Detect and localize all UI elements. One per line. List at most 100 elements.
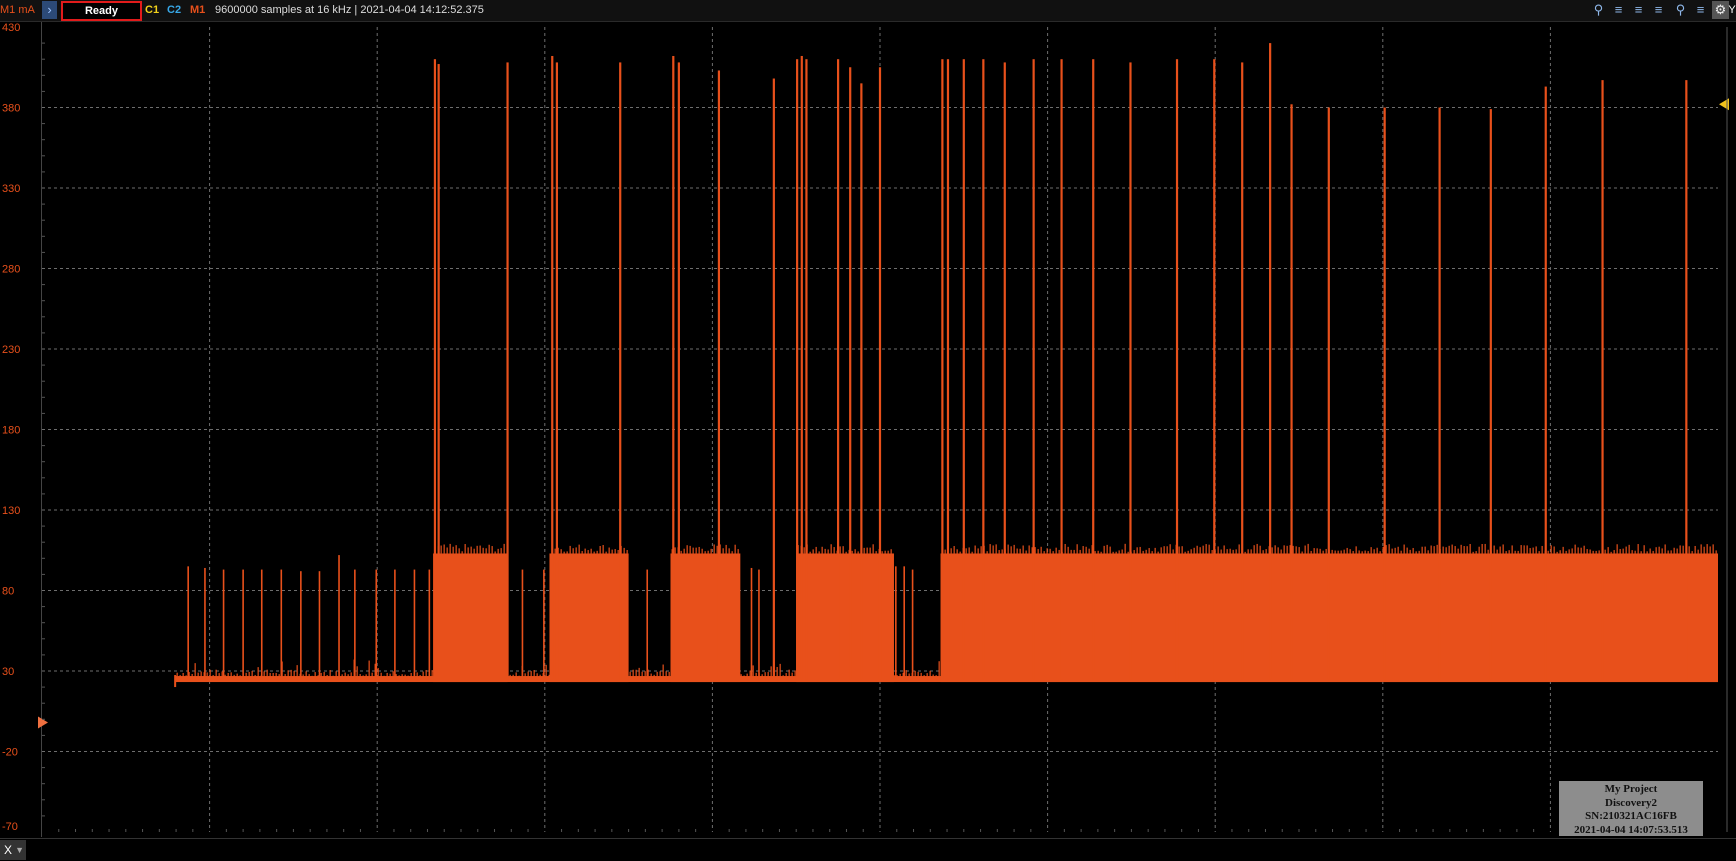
current-spike: [1544, 86, 1547, 680]
current-spike: [1175, 59, 1179, 680]
trace-start-edge: [174, 675, 177, 688]
current-spike: [354, 569, 356, 680]
y-tick-label: 330: [2, 183, 20, 195]
current-spike: [1601, 80, 1604, 680]
y-tick-label: 280: [2, 264, 20, 276]
right-scroll-strip[interactable]: [1720, 22, 1736, 837]
current-spike: [555, 62, 559, 680]
current-spike: [551, 55, 554, 680]
x-axis-bar: [0, 838, 1736, 861]
current-spike: [437, 64, 440, 680]
current-spike: [677, 62, 680, 680]
current-spike: [805, 59, 808, 680]
x-button-label: X: [4, 843, 13, 857]
y-tick-label: -20: [2, 747, 18, 759]
x-axis-menu-button[interactable]: X ▼: [0, 840, 26, 860]
y-tick-label: 30: [2, 666, 14, 678]
current-spike: [1003, 62, 1006, 680]
y-axis-menu-icon[interactable]: Y: [1728, 4, 1736, 16]
current-spike: [1290, 104, 1293, 680]
current-spike: [1327, 107, 1330, 680]
current-spike: [338, 555, 340, 680]
current-spike: [204, 567, 206, 680]
activity-block: [433, 553, 508, 683]
channel-offset-marker: [38, 716, 48, 729]
current-spike: [717, 70, 721, 680]
current-spike: [413, 569, 416, 680]
current-spike: [433, 59, 437, 680]
current-spike: [1269, 43, 1272, 680]
current-spike: [543, 569, 545, 680]
y-tick-label: 380: [2, 103, 20, 115]
current-spike: [318, 571, 321, 680]
current-spike: [800, 55, 803, 680]
y-tick-label: 430: [2, 22, 20, 34]
pan-icon[interactable]: ≡: [1696, 2, 1705, 17]
current-spike: [962, 59, 965, 680]
chevron-right-icon: ›: [47, 2, 52, 17]
y-tick-label: 80: [2, 586, 14, 598]
current-spike: [300, 571, 302, 680]
current-spike: [1213, 59, 1216, 680]
current-spike: [506, 62, 509, 680]
current-spike: [1685, 80, 1688, 680]
caret-down-icon: ▼: [15, 845, 24, 855]
current-spike: [672, 55, 675, 680]
current-spike: [1060, 59, 1063, 680]
m1-trace: [174, 43, 1718, 688]
current-spike: [837, 59, 840, 680]
channel-c1-toggle[interactable]: C1: [145, 4, 160, 16]
current-spike: [860, 83, 863, 680]
y-axis: 430 380 330 280 230 180 130 80 30 -20 -70: [2, 22, 45, 833]
device-info-box: My Project Discovery2 SN:210321AC16FB 20…: [1559, 781, 1703, 836]
zoom-out-icon[interactable]: ≡: [1634, 2, 1643, 17]
current-spike: [1438, 107, 1441, 680]
current-spike: [796, 59, 799, 680]
current-spike: [941, 59, 944, 680]
current-spike: [1383, 107, 1386, 680]
current-spike: [982, 59, 985, 680]
current-spike: [1129, 62, 1132, 680]
status-indicator[interactable]: Ready: [61, 1, 142, 21]
current-spike: [260, 569, 263, 680]
current-spike: [1489, 109, 1492, 680]
magnifier-icon[interactable]: ⚲: [1675, 2, 1686, 17]
y-tick-label: 180: [2, 425, 20, 437]
current-spike: [187, 566, 189, 680]
current-spike: [428, 569, 431, 680]
view-tools: ⚲ ≡ ≡ ≡ ⚲ ≡ ⚙ Y: [1590, 1, 1736, 20]
y-tick-label: 130: [2, 505, 20, 517]
y-tick-label: -70: [2, 821, 18, 833]
current-spike: [1092, 59, 1095, 680]
current-spike: [946, 59, 950, 680]
activity-block: [796, 553, 894, 683]
run-button[interactable]: ›: [42, 1, 57, 19]
channel-m1-toggle[interactable]: M1: [190, 4, 206, 16]
activity-block: [549, 553, 629, 683]
current-spike: [394, 569, 396, 680]
current-spike: [772, 78, 775, 680]
current-spike: [1241, 62, 1244, 680]
channel-c2-toggle[interactable]: C2: [167, 4, 182, 16]
current-spike: [222, 569, 225, 680]
current-spike: [375, 569, 378, 680]
undo-zoom-icon[interactable]: ≡: [1654, 2, 1663, 17]
current-spike: [750, 567, 753, 680]
activity-block: [670, 553, 741, 683]
current-spike: [242, 569, 244, 680]
zoom-in-icon[interactable]: ⚲: [1593, 2, 1604, 17]
acquisition-info: 9600000 samples at 16 kHz | 2021-04-04 1…: [215, 4, 484, 16]
current-spike: [646, 569, 649, 680]
device-name: Discovery2: [1605, 796, 1657, 809]
current-spike: [280, 569, 283, 680]
current-spike: [849, 67, 852, 680]
current-spike: [758, 569, 760, 680]
toolbar: M1 mA › Ready C1 C2 M1 9600000 samples a…: [0, 0, 1736, 22]
settings-gear-icon[interactable]: ⚙: [1712, 1, 1729, 19]
current-spike: [878, 67, 882, 680]
current-spike: [903, 566, 906, 680]
zoom-to-fit-icon[interactable]: ≡: [1614, 2, 1623, 17]
current-spike: [619, 62, 622, 680]
current-spike: [1032, 59, 1035, 680]
